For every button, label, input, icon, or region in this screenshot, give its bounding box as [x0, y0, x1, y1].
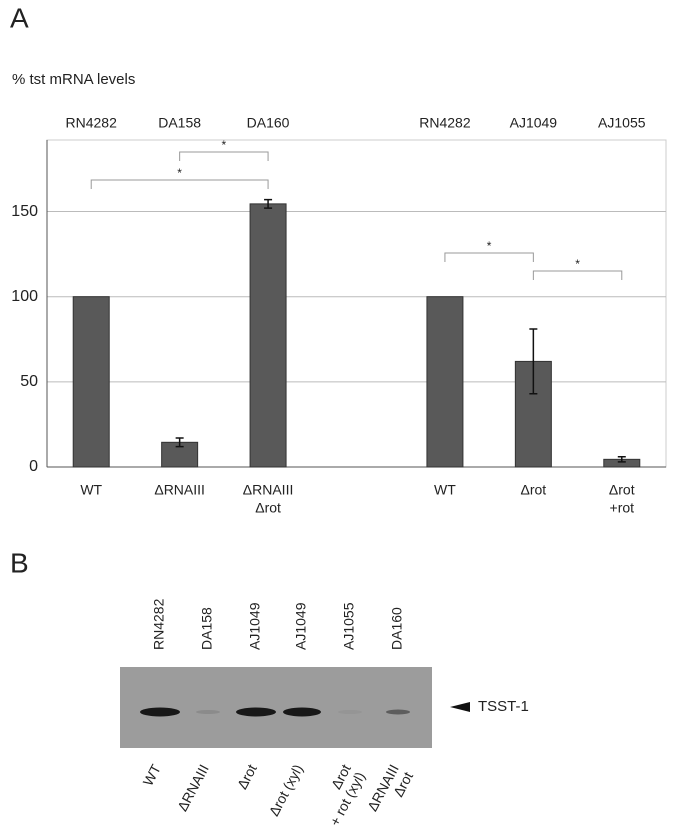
band-arrow [450, 702, 470, 712]
x-tick-label: Δrot [521, 482, 547, 498]
significance-star: * [222, 138, 227, 152]
lane-strain-label: DA158 [199, 607, 215, 650]
lane-genotype-label: Δrot [234, 762, 260, 792]
x-tick-label: Δrot [255, 500, 281, 516]
lane-genotype-label: Δrot+ rot (xyl) [326, 762, 368, 829]
lane-strain-label: RN4282 [151, 598, 167, 650]
significance-star: * [487, 239, 492, 253]
panel-label: B [10, 547, 29, 578]
error-bar [529, 328, 538, 395]
strain-label: AJ1049 [510, 115, 558, 131]
x-tick-label: WT [80, 482, 102, 498]
y-axis-label: % tst mRNA levels [12, 71, 135, 88]
blot-band [140, 707, 180, 717]
significance-bracket [444, 252, 534, 262]
bar [249, 203, 287, 468]
x-tick-label: +rot [610, 500, 635, 516]
y-tick-label: 150 [11, 203, 38, 220]
lane-genotype-label: ΔRNAIII [174, 762, 212, 814]
strain-label: DA160 [247, 115, 290, 131]
bar [426, 296, 464, 468]
y-tick-label: 0 [29, 458, 38, 475]
blot-band [236, 707, 276, 717]
blot-band [338, 710, 362, 714]
lane-strain-label: AJ1049 [293, 602, 309, 650]
lane-genotype-line: Δrot (xyl) [265, 762, 305, 819]
y-tick-label: 50 [20, 373, 38, 390]
significance-star: * [575, 257, 580, 271]
significance-bracket [90, 179, 269, 189]
band-label: TSST-1 [478, 698, 529, 715]
lane-genotype-label: WT [140, 761, 165, 788]
x-tick-label: Δrot [609, 482, 635, 498]
plot-frame [46, 139, 667, 468]
x-tick-label: WT [434, 482, 456, 498]
lane-genotype-label: Δrot (xyl) [265, 762, 305, 819]
blot-band [196, 710, 220, 714]
y-tick-label: 100 [11, 288, 38, 305]
error-bar [264, 198, 273, 209]
bar [72, 296, 110, 468]
strain-label: AJ1055 [598, 115, 646, 131]
lane-strain-label: AJ1055 [341, 602, 357, 650]
strain-label: RN4282 [66, 115, 118, 131]
blot-membrane [120, 667, 432, 748]
strain-label: RN4282 [419, 115, 471, 131]
lane-strain-label: DA160 [389, 607, 405, 650]
error-bar [617, 456, 626, 463]
lane-genotype-line: WT [140, 761, 165, 788]
significance-bracket [532, 270, 623, 280]
lane-strain-label: AJ1049 [247, 602, 263, 650]
error-bar [175, 437, 184, 448]
blot-band [386, 709, 410, 715]
strain-label: DA158 [158, 115, 201, 131]
significance-bracket [179, 151, 269, 161]
blot-band [283, 707, 321, 717]
significance-star: * [177, 166, 182, 180]
lane-genotype-line: Δrot [234, 762, 260, 792]
panel-label: A [10, 2, 29, 33]
lane-genotype-line: ΔRNAIII [174, 762, 212, 814]
x-tick-label: ΔRNAIII [154, 482, 205, 498]
x-tick-label: ΔRNAIII [243, 482, 294, 498]
